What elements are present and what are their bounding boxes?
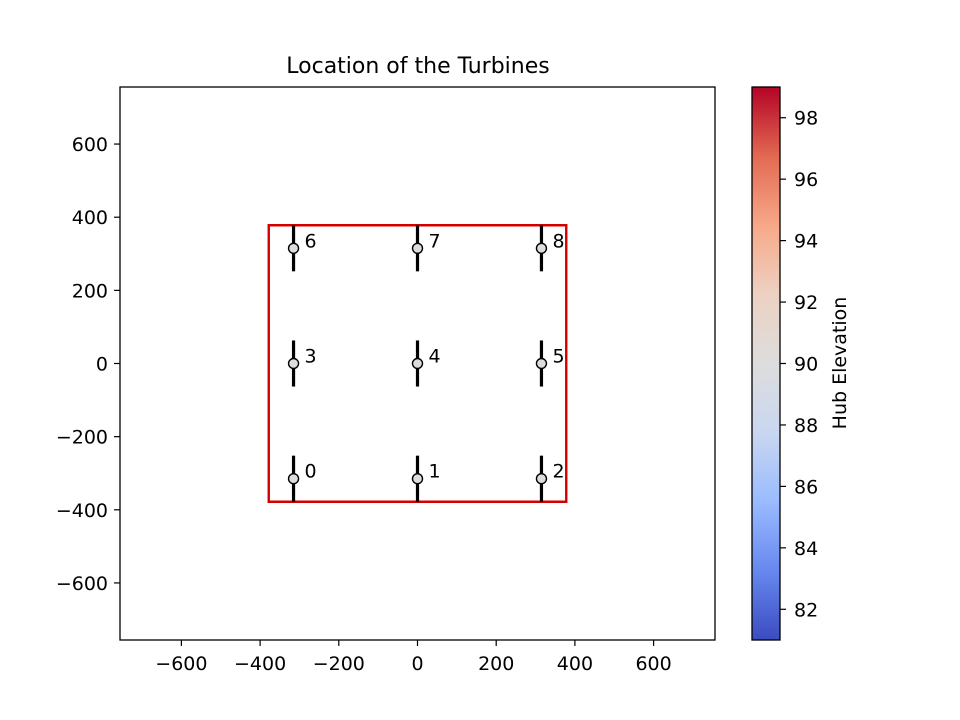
colorbar-tick-label: 90 (794, 354, 818, 376)
x-tick-label: 0 (411, 653, 423, 675)
y-axis: −600 −400 −200 0 200 400 600 (56, 134, 120, 595)
x-tick-label: −200 (313, 653, 365, 675)
plot-area: 0 1 2 3 4 5 6 7 8 −600 −400 −200 0 200 400 600 −600 −40… (56, 86, 716, 675)
turbine-hub-marker (535, 357, 548, 370)
y-tick-label: −600 (56, 573, 108, 595)
turbine-5: 5 (535, 340, 565, 387)
turbine-hub-marker (411, 357, 424, 370)
turbine-0: 0 (287, 455, 317, 502)
colorbar-gradient (751, 86, 781, 641)
turbine-hub-marker (287, 473, 300, 485)
x-tick-label: 200 (478, 653, 514, 675)
colorbar-tick-label: 84 (794, 538, 818, 560)
y-tick-label: 600 (72, 134, 108, 156)
colorbar-tick-label: 98 (794, 108, 818, 130)
turbine-label: 1 (429, 461, 441, 483)
colorbar-tick-label: 88 (794, 415, 818, 437)
turbine-hub-marker (535, 473, 548, 485)
x-tick-label: −600 (155, 653, 207, 675)
turbine-hub-marker (287, 357, 300, 370)
y-tick-label: 400 (72, 207, 108, 229)
site-boundary (267, 224, 568, 503)
turbine-3: 3 (287, 340, 317, 387)
y-tick-label: 0 (96, 354, 108, 376)
x-axis: −600 −400 −200 0 200 400 600 (155, 640, 672, 675)
chart-title: Location of the Turbines (286, 54, 549, 79)
turbine-label: 0 (305, 461, 317, 483)
x-tick-label: −400 (234, 653, 286, 675)
colorbar-tick-label: 94 (794, 231, 818, 253)
colorbar: 82 84 86 88 90 92 94 96 98 Hub Elevation (751, 86, 851, 641)
y-tick-label: 200 (72, 280, 108, 302)
x-tick-label: 400 (557, 653, 593, 675)
turbine-6: 6 (287, 225, 317, 272)
turbine-hub-marker (411, 242, 424, 254)
y-tick-label: −400 (56, 500, 108, 522)
turbine-hub-marker (411, 473, 424, 485)
turbine-label: 8 (552, 230, 564, 252)
turbine-label: 4 (429, 346, 441, 368)
turbine-label: 6 (305, 230, 317, 252)
colorbar-label: Hub Elevation (829, 297, 851, 430)
turbine-7: 7 (411, 225, 441, 272)
turbine-label: 5 (552, 346, 564, 368)
turbine-4: 4 (411, 340, 441, 387)
turbine-1: 1 (411, 455, 441, 502)
turbine-label: 7 (429, 230, 441, 252)
x-tick-label: 600 (635, 653, 671, 675)
turbine-8: 8 (535, 225, 565, 272)
colorbar-tick-label: 92 (794, 292, 818, 314)
turbine-label: 3 (305, 346, 317, 368)
colorbar-tick-label: 96 (794, 169, 818, 191)
colorbar-tick-label: 86 (794, 476, 818, 498)
colorbar-tick-label: 82 (794, 599, 818, 621)
y-tick-label: −200 (56, 427, 108, 449)
turbine-hub-marker (535, 242, 548, 254)
turbine-label: 2 (552, 461, 564, 483)
turbine-2: 2 (535, 455, 565, 502)
turbine-hub-marker (287, 242, 300, 254)
